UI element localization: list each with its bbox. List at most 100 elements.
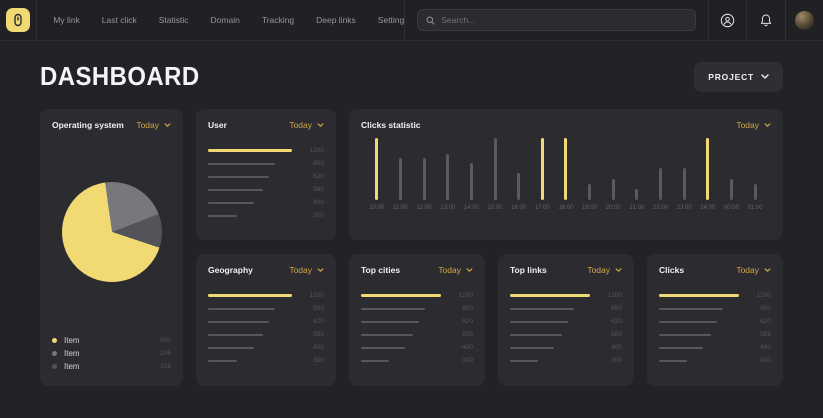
bar (510, 294, 590, 297)
search-section (404, 0, 708, 40)
chevron-down-icon (317, 268, 324, 272)
bar (361, 359, 389, 362)
period-label: Today (136, 120, 159, 130)
bar-value: 585 (313, 331, 324, 338)
bar (361, 307, 425, 310)
bar-row: 850 (208, 302, 324, 315)
period-label: Today (289, 120, 312, 130)
chart-x-label: 14:00 (463, 205, 479, 211)
card-top-links: Top links Today 1200 (498, 254, 634, 386)
chart-column: 19:00 (578, 138, 602, 211)
card-clicks: Clicks Today 1200 (647, 254, 783, 386)
chart-x-label: 24:00 (700, 205, 716, 211)
bar-value: 300 (313, 357, 324, 364)
chart-x-label: 18:00 (558, 205, 574, 211)
bar-value: 585 (313, 186, 324, 193)
chart-bar (446, 153, 450, 200)
period-dropdown[interactable]: Today (136, 120, 171, 130)
bar-value: 585 (760, 331, 771, 338)
chevron-down-icon (764, 123, 771, 127)
chart-column: 20:00 (601, 138, 625, 211)
bell-icon[interactable] (759, 13, 773, 28)
nav-item-last-click[interactable]: Last click (101, 15, 137, 25)
bar-value: 300 (462, 357, 473, 364)
bar-value: 620 (313, 318, 324, 325)
period-dropdown[interactable]: Today (587, 265, 622, 275)
bar (361, 320, 420, 323)
card-title: Top links (510, 265, 547, 275)
chevron-down-icon (317, 123, 324, 127)
chevron-down-icon (764, 268, 771, 272)
nav-item-domain[interactable]: Domain (210, 15, 240, 25)
period-dropdown[interactable]: Today (289, 265, 324, 275)
reactions-section (708, 0, 746, 40)
project-dropdown[interactable]: PROJECT (694, 61, 783, 92)
chevron-down-icon (615, 268, 622, 272)
main-content: DASHBOARD PROJECT Operating system Today (0, 61, 823, 386)
bar-value: 585 (611, 331, 622, 338)
chart-column: 16:00 (507, 138, 531, 211)
bar (659, 307, 723, 310)
card-operating-system: Operating system Today Item 650 (40, 109, 183, 386)
nav-item-setting[interactable]: Setting (377, 15, 405, 25)
bar-row: 620 (510, 315, 622, 328)
period-dropdown[interactable]: Today (438, 265, 473, 275)
bar-value: 850 (462, 305, 473, 312)
bar-row: 620 (659, 315, 771, 328)
user-avatar[interactable] (794, 10, 814, 30)
bar-row: 400 (208, 341, 324, 354)
chart-column: 17:00 (530, 138, 554, 211)
bar-value: 850 (611, 305, 622, 312)
bar-row: 620 (208, 170, 324, 183)
bar-row: 1200 (361, 289, 473, 302)
bar-row: 850 (208, 157, 324, 170)
card-title: User (208, 120, 227, 130)
period-dropdown[interactable]: Today (736, 120, 771, 130)
period-dropdown[interactable]: Today (736, 265, 771, 275)
nav-item-my-link[interactable]: My link (53, 15, 80, 25)
bar (659, 346, 703, 349)
bar-row: 400 (208, 196, 324, 209)
legend-item: Item 205 (52, 347, 171, 360)
bar-value: 1200 (458, 292, 473, 299)
chart-column: 12:00 (412, 138, 436, 211)
bar-value: 400 (313, 344, 324, 351)
app-logo[interactable] (6, 8, 31, 32)
logo-section (0, 0, 38, 40)
nav-item-deep-links[interactable]: Deep links (316, 15, 356, 25)
bar (510, 359, 538, 362)
chart-bar (682, 168, 686, 200)
nav-item-tracking[interactable]: Tracking (261, 15, 295, 25)
bar (208, 359, 238, 362)
chart-x-label: 10:00 (369, 205, 385, 211)
bar-row: 585 (510, 328, 622, 341)
bar-row: 585 (208, 328, 324, 341)
bar-value: 300 (611, 357, 622, 364)
card-title: Clicks (659, 265, 685, 275)
legend-dot-icon (52, 351, 57, 356)
bar-list: 1200 850 620 585 (659, 289, 771, 367)
chart-x-label: 20:00 (605, 205, 621, 211)
smiley-icon[interactable] (720, 13, 735, 28)
chart-column: 15:00 (483, 138, 507, 211)
card-title: Operating system (52, 120, 124, 130)
search-box (417, 9, 697, 31)
bar-list: 1200 850 620 585 (208, 289, 324, 367)
card-clicks-statistic: Clicks statistic Today 10:00 (349, 109, 783, 240)
bar (208, 175, 270, 178)
search-input[interactable] (441, 15, 688, 25)
legend-value: 105 (160, 363, 171, 370)
chart-bar (422, 158, 426, 200)
os-pie-chart (61, 182, 162, 282)
chart-bar (753, 183, 757, 200)
chart-x-label: 21:00 (629, 205, 645, 211)
chart-x-label: 22:00 (653, 205, 669, 211)
period-dropdown[interactable]: Today (289, 120, 324, 130)
bar-row: 300 (361, 354, 473, 367)
bar (208, 149, 292, 152)
nav-item-statistic[interactable]: Statistic (158, 15, 189, 25)
chart-column: 14:00 (460, 138, 484, 211)
page-head: DASHBOARD PROJECT (40, 61, 783, 92)
bar (208, 162, 276, 165)
bar-row: 585 (361, 328, 473, 341)
